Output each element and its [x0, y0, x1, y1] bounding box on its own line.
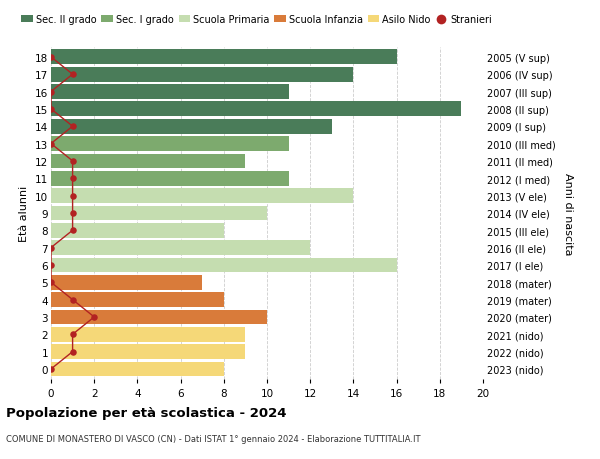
Bar	[51, 241, 310, 255]
Bar	[51, 275, 202, 290]
Bar	[51, 189, 353, 203]
Point	[46, 262, 56, 269]
Point	[68, 296, 77, 303]
Bar	[51, 345, 245, 359]
Bar	[51, 206, 267, 221]
Point	[46, 54, 56, 62]
Bar	[51, 119, 332, 134]
Point	[46, 365, 56, 373]
Bar	[51, 310, 267, 325]
Bar	[51, 327, 245, 342]
Point	[46, 89, 56, 96]
Bar	[51, 224, 224, 238]
Bar	[51, 172, 289, 186]
Point	[68, 158, 77, 165]
Bar	[51, 102, 461, 117]
Text: Popolazione per età scolastica - 2024: Popolazione per età scolastica - 2024	[6, 406, 287, 419]
Bar	[51, 137, 289, 151]
Y-axis label: Anni di nascita: Anni di nascita	[563, 172, 572, 255]
Point	[68, 210, 77, 217]
Y-axis label: Età alunni: Età alunni	[19, 185, 29, 241]
Point	[68, 123, 77, 131]
Point	[68, 192, 77, 200]
Point	[68, 348, 77, 356]
Point	[46, 244, 56, 252]
Bar	[51, 85, 289, 100]
Bar	[51, 67, 353, 82]
Point	[68, 175, 77, 183]
Point	[46, 279, 56, 286]
Point	[46, 140, 56, 148]
Point	[46, 106, 56, 113]
Bar	[51, 292, 224, 308]
Text: COMUNE DI MONASTERO DI VASCO (CN) - Dati ISTAT 1° gennaio 2024 - Elaborazione TU: COMUNE DI MONASTERO DI VASCO (CN) - Dati…	[6, 434, 421, 443]
Point	[68, 227, 77, 235]
Point	[68, 331, 77, 338]
Bar	[51, 154, 245, 169]
Legend: Sec. II grado, Sec. I grado, Scuola Primaria, Scuola Infanzia, Asilo Nido, Stran: Sec. II grado, Sec. I grado, Scuola Prim…	[22, 15, 492, 25]
Bar	[51, 258, 397, 273]
Bar	[51, 362, 224, 376]
Bar	[51, 50, 397, 65]
Point	[68, 71, 77, 78]
Point	[89, 313, 99, 321]
